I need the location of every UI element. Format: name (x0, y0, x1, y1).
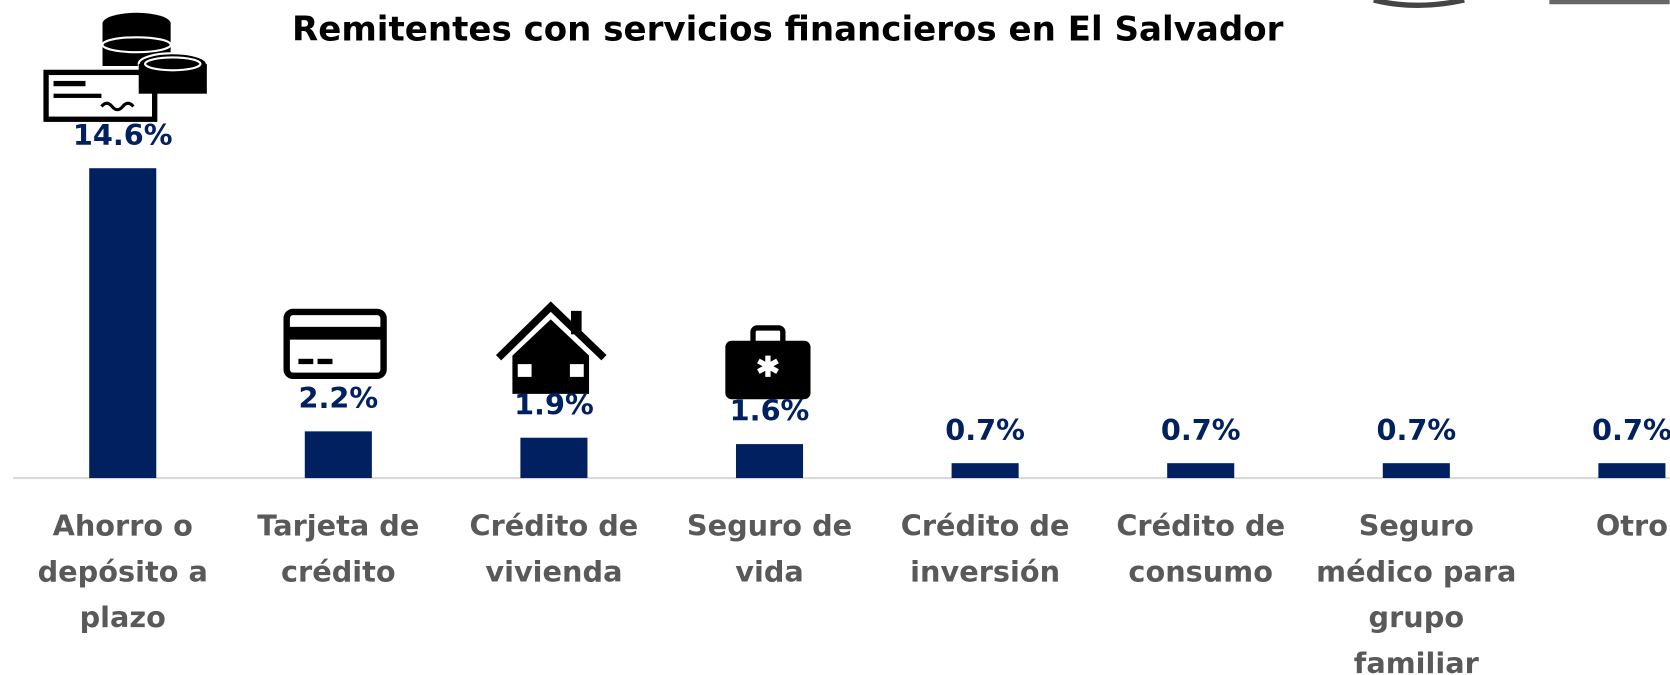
bar (735, 444, 804, 479)
house-icon (495, 301, 607, 394)
x-label-box: Tarjeta de crédito (257, 509, 420, 589)
value-label: 1.6% (730, 394, 810, 428)
x-tick-label: Seguro médico para grupo familiar (1316, 509, 1517, 675)
bar (1382, 463, 1450, 479)
x-tick-label: Crédito de consumo (1116, 509, 1286, 589)
x-label-box: Otro (1595, 509, 1668, 543)
bar (951, 463, 1019, 479)
x-label-box: Ahorro o depósito a plazo (37, 509, 208, 635)
value-label: 1.9% (514, 387, 594, 421)
value-label: 0.7% (1376, 413, 1456, 447)
x-label-box: Crédito de inversión (900, 509, 1070, 589)
x-label-box: Seguro de vida (686, 509, 853, 589)
x-tick-label: Crédito de inversión (900, 509, 1070, 589)
value-label: 0.7% (1592, 413, 1670, 447)
x-tick-label: Seguro de vida (686, 509, 853, 589)
x-tick-label: Otro (1595, 509, 1668, 543)
chart-title: Remitentes con servicios financieros en … (292, 9, 1284, 49)
x-label-box: Crédito de vivienda (469, 509, 639, 589)
bar (1598, 463, 1666, 479)
value-label: 0.7% (945, 413, 1025, 447)
value-label: 14.6% (73, 118, 173, 152)
x-label-box: Crédito de consumo (1116, 509, 1286, 589)
medkit-icon (725, 325, 811, 400)
x-label-box: Seguro médico para grupo familiar (1316, 509, 1517, 675)
bar (520, 437, 588, 479)
x-tick-label: Crédito de vivienda (469, 509, 639, 589)
bar (89, 168, 157, 479)
x-tick-label: Ahorro o depósito a plazo (37, 509, 208, 635)
value-label: 2.2% (298, 381, 378, 415)
bar (304, 431, 372, 479)
bar (1167, 463, 1235, 479)
card-icon (283, 308, 387, 380)
x-tick-label: Tarjeta de crédito (257, 509, 420, 589)
logo (1373, 0, 1670, 8)
value-label: 0.7% (1161, 413, 1241, 447)
money-icon (43, 12, 208, 122)
